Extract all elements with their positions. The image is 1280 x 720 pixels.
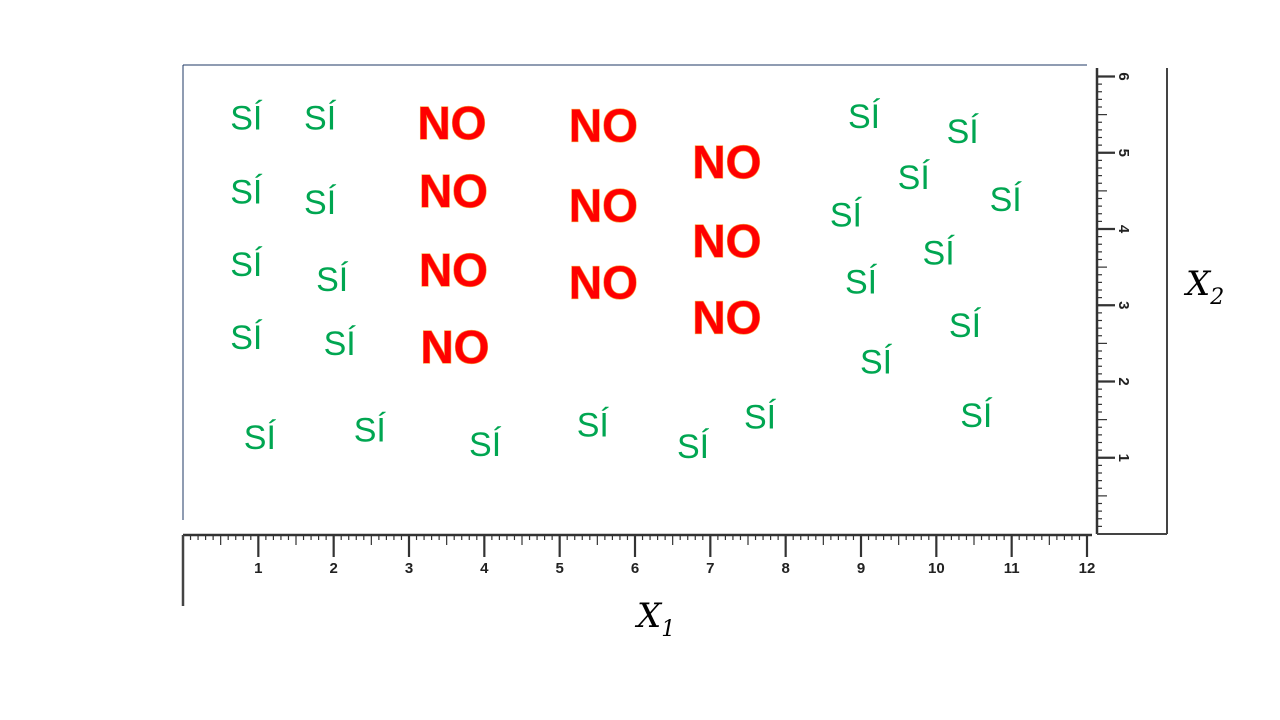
y-tick-label: 4 [1115,225,1132,234]
point-label-si: SÍ [469,426,502,464]
point-label-si: SÍ [230,319,263,357]
point-label-si: SÍ [923,234,956,272]
y-tick-label: 5 [1115,149,1132,157]
y-axis-title: X2 [1183,264,1224,310]
point-label-si: SÍ [230,99,263,137]
y-axis-ruler: 1 2 3 4 5 6 [1095,68,1168,535]
x-tick-label: 7 [706,560,714,577]
plot-frame [182,64,1087,520]
data-labels: SÍ SÍ SÍ SÍ SÍ SÍ SÍ SÍ SÍ SÍ SÍ SÍ SÍ SÍ SÍ SÍ SÍ SÍ SÍ SÍ… [230,96,1023,466]
point-label-no: NO [569,179,638,231]
point-label-no: NO [419,165,488,217]
point-label-no: NO [692,215,761,267]
point-label-si: SÍ [230,246,263,284]
point-label-si: SÍ [845,263,878,301]
point-label-si: SÍ [354,411,387,449]
x-tick-label: 11 [1004,560,1020,577]
point-label-no: NO [419,244,488,296]
point-label-no: NO [569,99,638,151]
point-label-si: SÍ [677,428,710,466]
point-label-si: SÍ [577,407,610,445]
x-tick-label: 6 [631,560,639,577]
x-tick-label: 9 [857,560,865,577]
point-label-si: SÍ [324,325,357,363]
y-tick-label: 2 [1115,377,1132,385]
y-tick-label: 6 [1115,72,1132,80]
point-label-si: SÍ [304,184,337,222]
x-tick-label: 2 [329,560,337,577]
point-label-si: SÍ [990,181,1023,219]
point-label-no: NO [420,321,489,373]
x-tick-label: 10 [928,560,945,577]
point-label-si: SÍ [830,196,863,234]
y-tick-label: 1 [1115,454,1132,462]
point-label-no: NO [692,291,761,343]
x-tick-label: 3 [405,560,413,577]
point-label-si: SÍ [949,307,982,345]
y-tick-label: 3 [1115,301,1132,309]
x-tick-label: 5 [555,560,563,577]
point-label-si: SÍ [860,343,893,381]
point-label-si: SÍ [304,99,337,137]
point-label-si: SÍ [230,173,263,211]
point-label-si: SÍ [848,98,881,136]
point-label-si: SÍ [316,261,349,299]
point-label-no: NO [417,97,486,149]
x-axis-ruler: 1 2 3 4 5 6 7 8 9 10 11 12 [181,533,1096,606]
x-tick-label: 1 [254,560,262,577]
point-label-si: SÍ [960,397,993,435]
point-label-si: SÍ [744,398,777,436]
x-tick-label: 4 [480,560,489,577]
point-label-si: SÍ [947,113,980,151]
point-label-no: NO [569,256,638,308]
x-axis-title: X1 [634,596,675,642]
x-tick-label: 8 [781,560,789,577]
point-label-si: SÍ [244,419,277,457]
x-tick-label: 12 [1079,560,1096,577]
point-label-si: SÍ [898,159,931,197]
point-label-no: NO [692,136,761,188]
